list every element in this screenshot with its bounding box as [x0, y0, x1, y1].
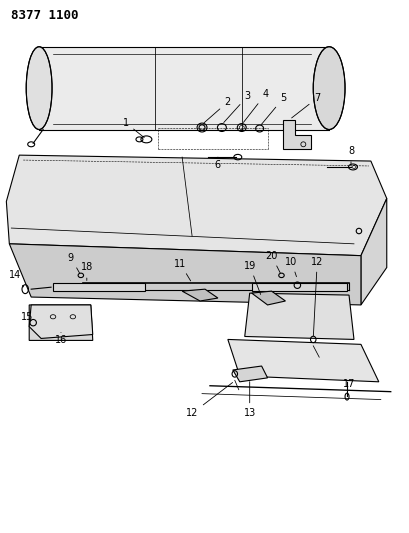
Text: 12: 12: [185, 383, 232, 418]
Polygon shape: [232, 366, 267, 382]
Text: 19: 19: [243, 261, 260, 294]
Text: 8377 1100: 8377 1100: [11, 9, 79, 22]
Text: 17: 17: [342, 379, 354, 389]
Ellipse shape: [26, 47, 52, 130]
Text: 8: 8: [347, 146, 353, 164]
Text: 3: 3: [223, 91, 250, 123]
Ellipse shape: [312, 47, 344, 130]
Text: 7: 7: [291, 93, 319, 118]
Text: 16: 16: [55, 333, 67, 345]
Polygon shape: [7, 155, 386, 256]
Text: 14: 14: [9, 270, 24, 287]
Polygon shape: [283, 119, 310, 149]
Polygon shape: [53, 283, 145, 291]
Text: 15: 15: [21, 312, 33, 322]
Text: 12: 12: [310, 256, 323, 336]
Polygon shape: [29, 305, 92, 341]
Polygon shape: [251, 283, 346, 291]
Polygon shape: [182, 289, 217, 301]
Text: 10: 10: [285, 256, 297, 277]
Polygon shape: [9, 244, 360, 305]
Text: 2: 2: [204, 97, 230, 123]
Polygon shape: [360, 198, 386, 305]
Text: 1: 1: [122, 118, 144, 138]
Text: 9: 9: [67, 253, 79, 273]
Polygon shape: [227, 340, 378, 382]
FancyBboxPatch shape: [39, 47, 328, 130]
Polygon shape: [244, 293, 353, 340]
Text: 4: 4: [243, 89, 268, 123]
Text: 20: 20: [265, 251, 279, 273]
Text: 18: 18: [81, 262, 93, 280]
Polygon shape: [29, 305, 92, 338]
Text: 13: 13: [243, 382, 255, 418]
Text: 6: 6: [214, 157, 220, 170]
Text: 5: 5: [261, 93, 286, 124]
Text: 11: 11: [173, 259, 190, 281]
Polygon shape: [251, 291, 285, 305]
